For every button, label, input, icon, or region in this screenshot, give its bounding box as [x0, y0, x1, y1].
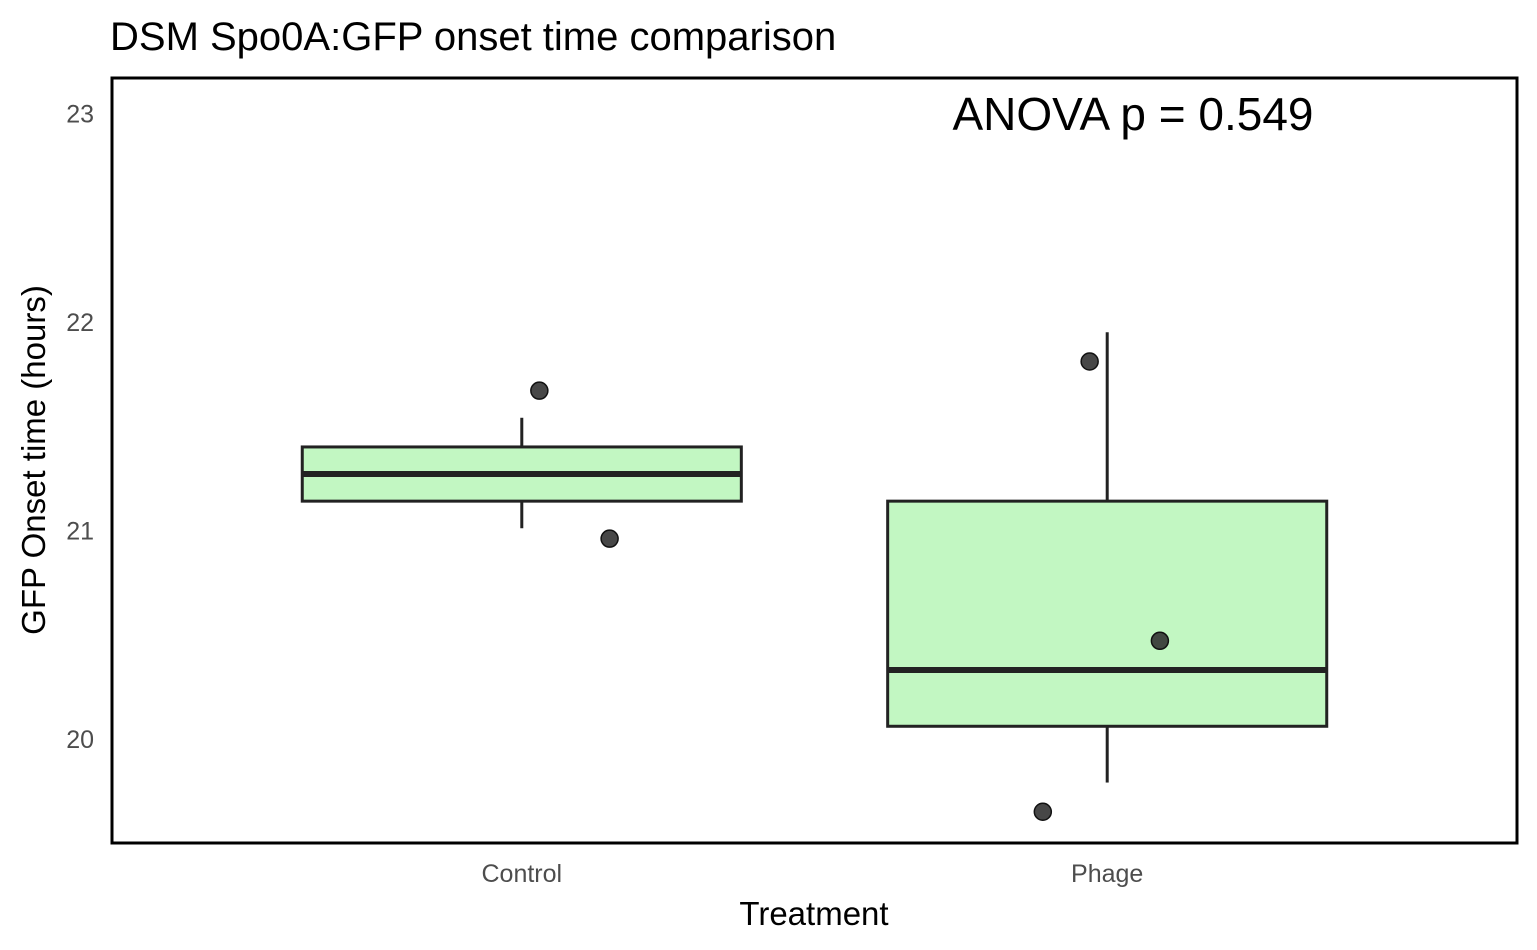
x-axis-ticks: Control Phage — [481, 860, 1143, 888]
y-tick-label-22: 22 — [66, 309, 94, 337]
y-tick-label-23: 23 — [66, 100, 94, 128]
y-tick-label-21: 21 — [66, 517, 94, 545]
y-tick-label-20: 20 — [66, 726, 94, 754]
chart-title: DSM Spo0A:GFP onset time comparison — [110, 15, 836, 59]
x-tick-label-phage: Phage — [1071, 860, 1143, 888]
anova-annotation: ANOVA p = 0.549 — [953, 88, 1314, 140]
plot-frame — [110, 76, 1519, 845]
data-point-phage-3 — [1150, 631, 1170, 651]
data-point-control-0 — [530, 381, 549, 400]
x-tick-label-control: Control — [481, 860, 562, 888]
x-axis-label: Treatment — [739, 895, 888, 932]
box-phage — [886, 499, 1329, 728]
y-axis-ticks: 20 21 22 23 — [66, 100, 94, 753]
y-axis-label: GFP Onset time (hours) — [15, 285, 52, 635]
data-point-control-1 — [600, 529, 619, 548]
plot-marks — [300, 332, 1329, 821]
data-point-phage-4 — [1033, 802, 1053, 821]
data-point-phage-2 — [1080, 352, 1099, 371]
